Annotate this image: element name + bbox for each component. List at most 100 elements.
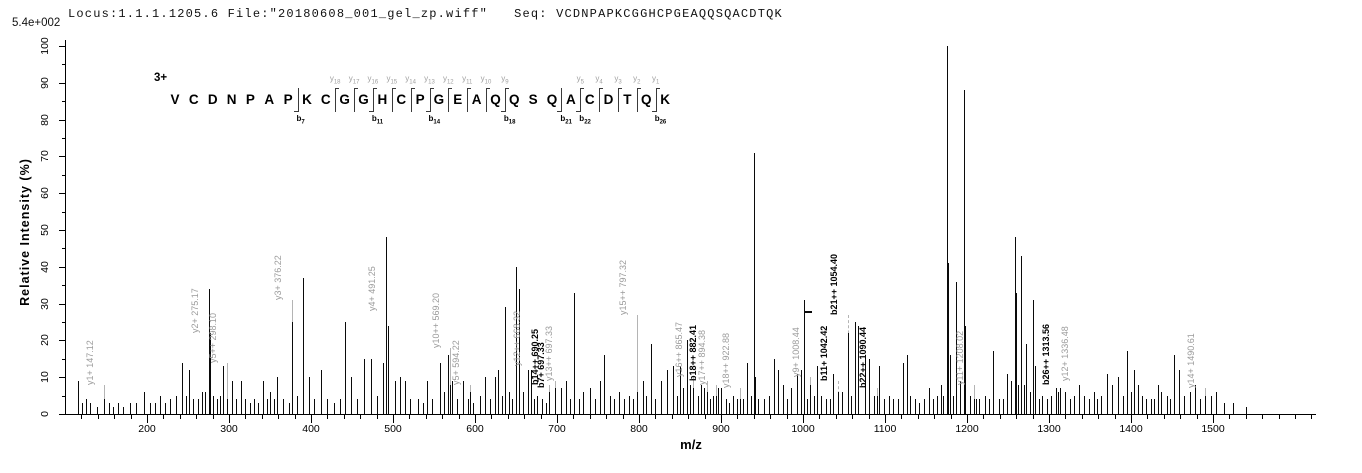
peak	[249, 403, 251, 414]
peak	[479, 395, 481, 414]
x-minor-tick	[212, 415, 214, 419]
peak	[826, 399, 827, 414]
y-ion-annotation-label: y11	[462, 74, 473, 86]
annotated-peak	[837, 391, 839, 414]
x-tick-label: 600	[466, 423, 484, 435]
y-ion-peak-label: y12++ 668.32	[512, 311, 522, 367]
peak	[1097, 399, 1099, 414]
peak	[783, 384, 785, 414]
peak	[484, 377, 486, 414]
peak	[879, 366, 881, 414]
y-tick-label: 30	[39, 297, 51, 310]
x-tick-label: 700	[548, 423, 566, 435]
b-ion-peak-label: b22++ 1090.44	[858, 327, 869, 389]
peak	[1190, 391, 1191, 414]
peak	[603, 355, 605, 414]
x-minor-tick	[1032, 415, 1034, 419]
cleavage-mark	[467, 88, 469, 112]
peak	[910, 395, 912, 414]
peak	[976, 399, 977, 414]
cleavage-mark	[448, 88, 450, 112]
x-axis-line	[65, 414, 1316, 415]
peak	[377, 395, 379, 414]
peak	[528, 369, 530, 414]
b-ion-annotation-label: b22	[579, 114, 591, 126]
cleavage-mark	[297, 88, 299, 112]
b-ion-tick-foot	[425, 111, 431, 112]
x-tick-label: 1000	[791, 423, 815, 435]
peak	[201, 391, 203, 414]
peak	[1017, 384, 1019, 414]
cleavage-mark	[391, 88, 393, 112]
y-minor-tick	[62, 395, 65, 397]
annotated-peak	[877, 395, 879, 414]
annotated-peak	[692, 388, 694, 414]
b-ion-annotation-label: b18	[503, 114, 516, 126]
x-axis-title: m/z	[680, 437, 702, 452]
peak	[388, 325, 390, 414]
peak	[1055, 388, 1057, 414]
x-tick-label: 1200	[955, 423, 979, 435]
y-ion-tick-foot	[335, 88, 340, 89]
x-minor-tick	[1278, 415, 1280, 419]
x-minor-tick	[163, 415, 165, 419]
peak	[689, 384, 691, 414]
y-major-tick	[59, 156, 65, 158]
peak	[579, 399, 581, 414]
peak	[160, 395, 162, 414]
peak	[1131, 391, 1132, 414]
x-minor-tick	[1065, 415, 1067, 419]
annotated-peak	[549, 391, 550, 414]
x-minor-tick	[770, 415, 772, 419]
peak	[327, 399, 329, 414]
peak	[570, 399, 572, 414]
y-ion-tick-foot	[504, 88, 509, 89]
y-minor-tick	[62, 174, 65, 176]
residue-letter: D	[207, 92, 218, 107]
peak	[721, 388, 722, 414]
peak	[108, 403, 110, 414]
y-ion-annotation-label: y17	[348, 74, 360, 86]
peak-label-pointer	[636, 314, 638, 392]
peak	[1134, 369, 1136, 414]
x-major-tick	[1213, 415, 1214, 423]
peak	[1094, 391, 1096, 414]
y-major-tick	[59, 266, 65, 268]
y-ion-annotation-label: y14	[405, 74, 416, 86]
x-minor-tick	[196, 415, 198, 419]
peak	[85, 399, 87, 414]
peak	[1100, 395, 1102, 414]
peak	[123, 406, 125, 414]
x-minor-tick	[1196, 415, 1198, 419]
peak	[650, 344, 652, 414]
b-ion-tick-foot	[500, 111, 506, 112]
peak	[777, 369, 779, 414]
locus-file-label: Locus:1.1.1.1205.6 File:"20180608_001_ge…	[68, 7, 489, 21]
residue-letter: S	[528, 92, 538, 107]
peak	[288, 403, 290, 414]
residue-letter: K	[660, 92, 670, 107]
peak	[136, 403, 138, 414]
y-ion-annotation-label: y12	[442, 74, 454, 86]
x-tick-label: 900	[712, 423, 730, 435]
peak-label-pointer	[809, 377, 811, 385]
cleavage-mark	[335, 88, 337, 112]
residue-letter: A	[566, 92, 576, 107]
x-minor-tick	[1114, 415, 1116, 419]
peak-label-pointer	[549, 384, 550, 392]
peak	[334, 403, 335, 414]
x-minor-tick	[1229, 415, 1231, 419]
cleavage-mark	[504, 88, 506, 112]
annotated-peak	[103, 399, 105, 414]
y-ion-tick-foot	[448, 88, 453, 89]
x-minor-tick	[1098, 415, 1100, 419]
x-major-tick	[639, 415, 640, 423]
peak	[1024, 384, 1026, 414]
peak	[277, 377, 279, 414]
peak	[1021, 255, 1023, 414]
peak	[508, 391, 510, 414]
peak	[417, 399, 419, 414]
peak	[1223, 403, 1225, 414]
x-minor-tick	[1163, 415, 1165, 419]
